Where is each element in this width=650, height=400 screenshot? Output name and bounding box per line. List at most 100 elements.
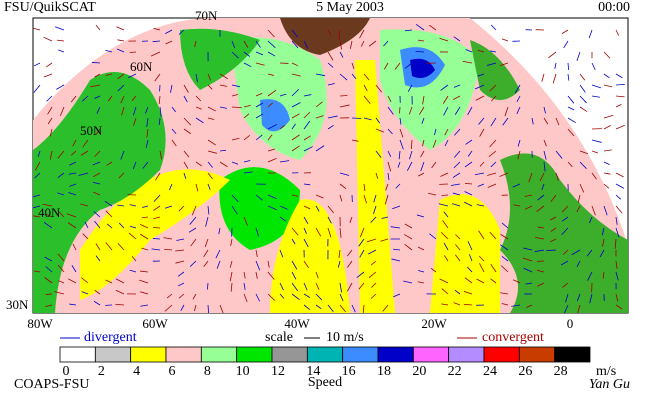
wind-arrow [106,223,113,229]
wind-arrow [415,50,425,53]
wind-arrow [255,113,264,119]
wind-arrow [158,117,161,125]
wind-arrow [195,73,198,83]
wind-arrow [464,161,473,168]
wind-arrow [231,194,239,203]
wind-arrow [363,84,368,92]
wind-arrow [34,172,41,179]
wind-arrow [267,194,277,200]
wind-arrow [430,267,437,273]
wind-arrow [474,84,485,90]
wind-arrow [303,146,313,152]
wind-arrow [255,194,263,201]
wind-arrow [303,205,311,210]
wind-arrow [80,150,89,156]
wind-arrow [567,95,575,104]
wind-arrow [67,278,77,284]
wind-arrow [91,62,101,64]
wind-arrow [44,256,53,262]
wind-arrow [417,172,425,177]
wind-arrow [69,183,77,187]
wind-region [270,199,350,313]
wind-arrow [453,36,461,42]
wind-arrow [57,192,65,196]
footer-right: Yan Gu [589,377,630,392]
wind-arrow [291,145,300,152]
wind-region [430,194,500,313]
wind-arrow [327,51,334,61]
wind-arrow [453,150,461,158]
wind-arrow [562,249,569,255]
wind-arrow [45,62,53,68]
wind-arrow [474,172,485,176]
wind-arrow [398,150,401,160]
wind-arrow [603,183,610,189]
colorbar-tick-label: 26 [518,364,532,379]
wind-arrow [188,227,197,233]
wind-arrow [359,227,365,238]
wind-arrow [152,40,161,43]
wind-arrow [450,183,461,186]
wind-arrow [43,73,53,78]
wind-arrow [463,290,473,295]
lon-label: 80W [27,316,53,331]
wind-arrow [549,238,557,243]
wind-arrow [207,304,210,313]
wind-arrow [453,302,461,306]
colorbar-box [200,346,238,363]
wind-arrow [500,233,509,240]
wind-arrow [615,194,622,200]
wind-arrow [467,106,473,116]
wind-arrow [104,200,113,207]
wind-arrow [543,139,547,147]
wind-arrow [479,263,485,273]
wind-arrow [407,84,413,92]
wind-arrow [95,243,101,251]
colorbar: 0 2 4 6 8 10 12 14 16 18 20 22 24 26 28 [59,346,591,379]
wind-arrow [116,26,125,31]
wind-arrow [291,113,300,119]
wind-arrow [579,84,586,93]
wind-arrow [203,260,209,267]
colorbar-tick-label: 6 [169,364,176,379]
wind-arrow [80,203,89,207]
wind-arrow [117,73,125,80]
wind-arrow [439,278,449,284]
wind-arrow [315,101,323,108]
wind-arrow [105,73,113,76]
wind-arrow [267,73,274,76]
wind-arrow [33,27,41,31]
wind-arrow [219,304,224,313]
wind-arrow [462,61,473,64]
wind-arrow [45,304,53,308]
wind-arrow [315,115,324,119]
wind-arrow [382,304,389,312]
wind-arrow [543,161,546,172]
wind-arrow [393,248,401,251]
wind-arrow [58,49,65,53]
wind-arrow [231,205,238,215]
wind-arrow [204,238,209,247]
wind-arrow [195,183,199,192]
land [500,153,628,313]
wind-arrow [404,29,413,32]
colorbar-unit: m/s [596,364,616,379]
wind-arrow [591,139,602,143]
wind-arrow [387,172,390,181]
wind-arrow [392,205,401,210]
wind-arrow [537,282,545,287]
wind-arrow [231,51,239,59]
wind-arrow [589,216,593,224]
wind-arrow [44,277,53,284]
colorbar-tick-label: 24 [483,364,497,379]
wind-arrow [380,238,389,242]
wind-arrow [567,106,575,111]
wind-arrow [166,293,173,299]
wind-arrow [516,95,521,102]
wind-arrow [444,255,449,262]
wind-arrow [375,172,379,179]
wind-arrow [375,128,384,133]
wind-arrow [615,172,624,178]
wind-arrow [567,161,573,167]
wind-arrow [195,161,203,167]
